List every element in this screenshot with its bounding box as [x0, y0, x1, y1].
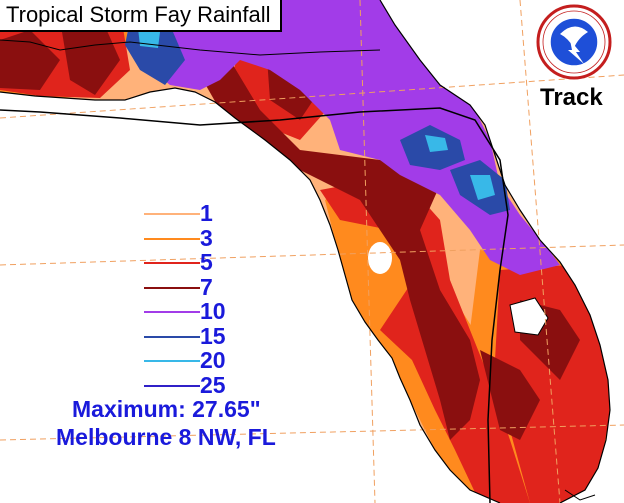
maximum-rainfall-text: Maximum: 27.65": [72, 396, 261, 422]
legend-item: 3: [140, 224, 240, 251]
legend-item: 20: [140, 347, 240, 373]
legend-swatch: [144, 237, 200, 240]
legend-swatch: [144, 213, 200, 215]
legend-label: 20: [200, 347, 226, 373]
track-label: Track: [540, 84, 603, 111]
legend-swatch: [144, 262, 200, 264]
rainfall-legend: 1 3 5 7 10 15 20 25: [140, 200, 240, 398]
storm-track-line: [0, 107, 509, 503]
legend-item: 15: [140, 322, 240, 349]
legend-label: 5: [200, 249, 213, 275]
legend-item: 10: [140, 298, 240, 324]
legend-label: 3: [200, 224, 213, 251]
maximum-rainfall-location: Melbourne 8 NW, FL: [56, 424, 276, 450]
legend-item: 25: [140, 371, 240, 398]
nws-logo: [530, 2, 618, 87]
legend-swatch: [144, 311, 200, 313]
legend-swatch: [144, 286, 200, 289]
legend-label: 1: [200, 200, 213, 226]
legend-swatch: [144, 335, 200, 338]
legend-label: 7: [200, 273, 213, 300]
coastline: [0, 87, 501, 503]
legend-label: 10: [200, 298, 226, 324]
legend-item: 1: [140, 200, 240, 226]
legend-swatch: [144, 384, 200, 387]
legend-swatch: [144, 360, 200, 362]
legend-label: 15: [200, 322, 226, 349]
legend-label: 25: [200, 371, 226, 398]
legend-item: 5: [140, 249, 240, 275]
legend-item: 7: [140, 273, 240, 300]
map-title: Tropical Storm Fay Rainfall: [0, 0, 283, 32]
nws-seal-icon: [536, 4, 612, 80]
